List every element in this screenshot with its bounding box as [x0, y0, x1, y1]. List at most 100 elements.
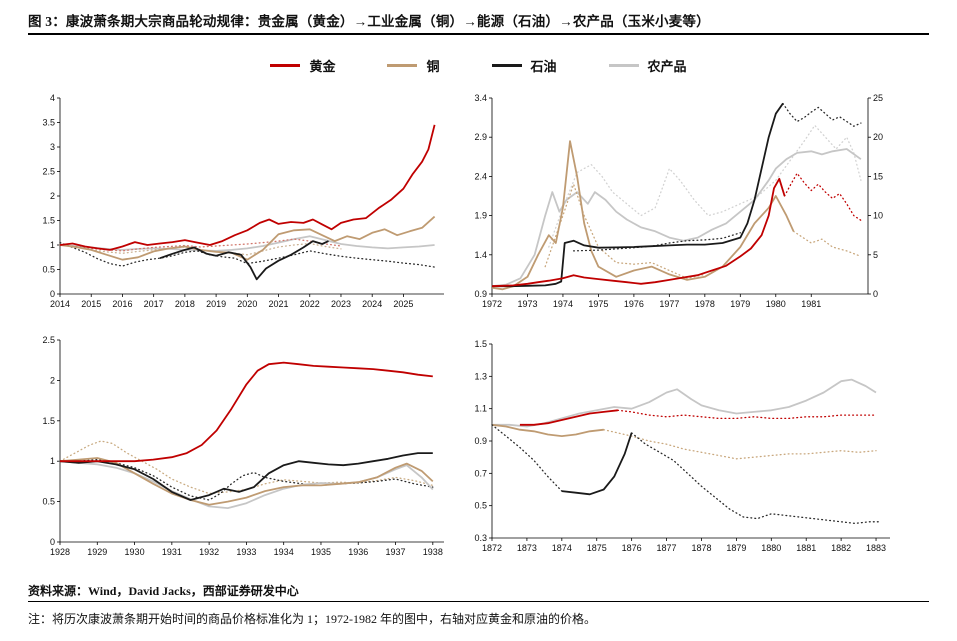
source-line: 资料来源：Wind，David Jacks，西部证券研发中心 [28, 584, 299, 598]
x-tick-label: 1936 [348, 547, 368, 557]
y-tick-label: 0.5 [474, 501, 487, 511]
x-tick-label: 2021 [269, 299, 289, 309]
x-tick-label: 1874 [552, 543, 572, 553]
series-copper-dotted [544, 183, 862, 279]
x-tick-label: 2025 [393, 299, 413, 309]
y-tick-label: 1.5 [474, 339, 487, 349]
series-oil [59, 452, 433, 501]
chart-canvas: 0.3 0.5 0.7 0.9 1.1 1.3 1.5 1872 1873 1874 1875 187… [474, 339, 890, 553]
series-copper-dotted [59, 242, 342, 256]
x-tick-label: 1934 [274, 547, 294, 557]
series-gold [59, 124, 436, 251]
series-agri [492, 378, 877, 428]
y-tick-label: 3.4 [474, 93, 487, 103]
y-tick-label: 4 [50, 93, 55, 103]
legend-label: 石油 [530, 59, 557, 74]
x-tick-label: 2018 [175, 299, 195, 309]
y-right-tick-label: 5 [873, 250, 878, 260]
title-divider [28, 33, 929, 35]
x-tick-label: 1883 [866, 543, 886, 553]
series-agri [491, 148, 862, 288]
y-tick-label: 1.3 [474, 371, 487, 381]
x-tick-label: 1937 [386, 547, 406, 557]
y-tick-label: 3.5 [42, 118, 55, 128]
y-tick-label: 0.9 [474, 436, 487, 446]
figure-title: 图 3：康波萧条期大宗商品轮动规律：贵金属（黄金）→工业金属（铜）→能源（石油）… [28, 14, 710, 29]
y-tick-label: 2.4 [474, 171, 487, 181]
series-copper [59, 215, 436, 261]
y-tick-label: 2 [50, 375, 55, 385]
x-tick-label: 1932 [199, 547, 219, 557]
x-tick-label: 1872 [482, 543, 502, 553]
series-copper [491, 423, 604, 437]
series-copper-dotted [603, 429, 877, 460]
y-tick-label: 1.5 [42, 216, 55, 226]
x-tick-label: 1877 [657, 543, 677, 553]
x-tick-label: 1981 [801, 299, 821, 309]
x-tick-label: 2022 [300, 299, 320, 309]
x-tick-label: 2017 [144, 299, 164, 309]
x-tick-label: 1873 [517, 543, 537, 553]
x-tick-label: 1972 [482, 299, 502, 309]
x-tick-label: 2020 [237, 299, 257, 309]
y-tick-label: 1.4 [474, 250, 487, 260]
y-tick-label: 1.5 [42, 416, 55, 426]
y-tick-label: 0 [50, 289, 55, 299]
x-tick-label: 1977 [659, 299, 679, 309]
x-tick-label: 1974 [553, 299, 573, 309]
series-copper [491, 140, 795, 291]
chart-1972-1982: 0.9 1.4 1.9 2.4 2.9 3.4 0 5 10 15 20 25 1972 1973 1974… [460, 88, 904, 322]
chart-2014-2025: 0 0.5 1 1.5 2 2.5 3 3.5 4 2014 2015 2016 2017 2018 201… [28, 88, 458, 322]
x-tick-label: 1881 [796, 543, 816, 553]
series-oil [561, 432, 633, 496]
legend-item-1: 铜 [387, 56, 440, 75]
y-tick-label: 2.9 [474, 132, 487, 142]
x-tick-label: 2019 [206, 299, 226, 309]
series-oil [159, 240, 329, 281]
legend-line-swatch [387, 64, 418, 67]
series-gold-dotted [617, 409, 877, 420]
series-agri [59, 460, 434, 509]
footnote: 注：将历次康波萧条期开始时间的商品价格标准化为 1；1972-1982 年的图中… [28, 612, 596, 626]
y-tick-label: 2.5 [42, 335, 55, 345]
chart-canvas: 0.9 1.4 1.9 2.4 2.9 3.4 0 5 10 15 20 25 1972 1973 1974… [474, 93, 883, 309]
x-tick-label: 1978 [695, 299, 715, 309]
y-tick-label: 2.5 [42, 167, 55, 177]
x-tick-label: 1879 [726, 543, 746, 553]
y-tick-label: 0.9 [474, 289, 487, 299]
chart-1928-1938: 0 0.5 1 1.5 2 2.5 1928 1929 1930 1931 1932 1933 1934… [28, 330, 458, 570]
x-tick-label: 1876 [622, 543, 642, 553]
series-oil-dotted [572, 102, 862, 252]
x-tick-label: 1979 [730, 299, 750, 309]
series-agri-dotted [548, 124, 862, 248]
series-gold-dotted [783, 172, 862, 221]
y-tick-label: 2 [50, 191, 55, 201]
chart-1872-1883: 0.3 0.5 0.7 0.9 1.1 1.3 1.5 1872 1873 1874 1875 187… [460, 334, 904, 566]
y-right-tick-label: 10 [873, 211, 883, 221]
legend-item-0: 黄金 [270, 56, 335, 75]
legend-line-swatch [270, 64, 301, 67]
y-tick-label: 1.1 [474, 404, 487, 414]
x-tick-label: 1928 [50, 547, 70, 557]
y-tick-label: 0.5 [42, 497, 55, 507]
series-gold [519, 409, 618, 426]
series-oil-dotted [59, 458, 434, 501]
x-tick-label: 1929 [87, 547, 107, 557]
x-tick-label: 1980 [766, 299, 786, 309]
chart-canvas: 0 0.5 1 1.5 2 2.5 1928 1929 1930 1931 1932 1933 1934… [42, 335, 444, 557]
series-gold [491, 177, 786, 288]
y-tick-label: 0.3 [474, 533, 487, 543]
x-tick-label: 1930 [125, 547, 145, 557]
x-tick-label: 1933 [236, 547, 256, 557]
series-copper [59, 457, 434, 506]
x-tick-label: 2014 [50, 299, 70, 309]
y-right-tick-label: 0 [873, 289, 878, 299]
x-tick-label: 1931 [162, 547, 182, 557]
y-tick-label: 0.5 [42, 265, 55, 275]
legend-label: 黄金 [309, 59, 336, 74]
series-oil [492, 102, 784, 288]
y-tick-label: 3 [50, 142, 55, 152]
x-tick-label: 1882 [831, 543, 851, 553]
y-tick-label: 0.7 [474, 468, 487, 478]
